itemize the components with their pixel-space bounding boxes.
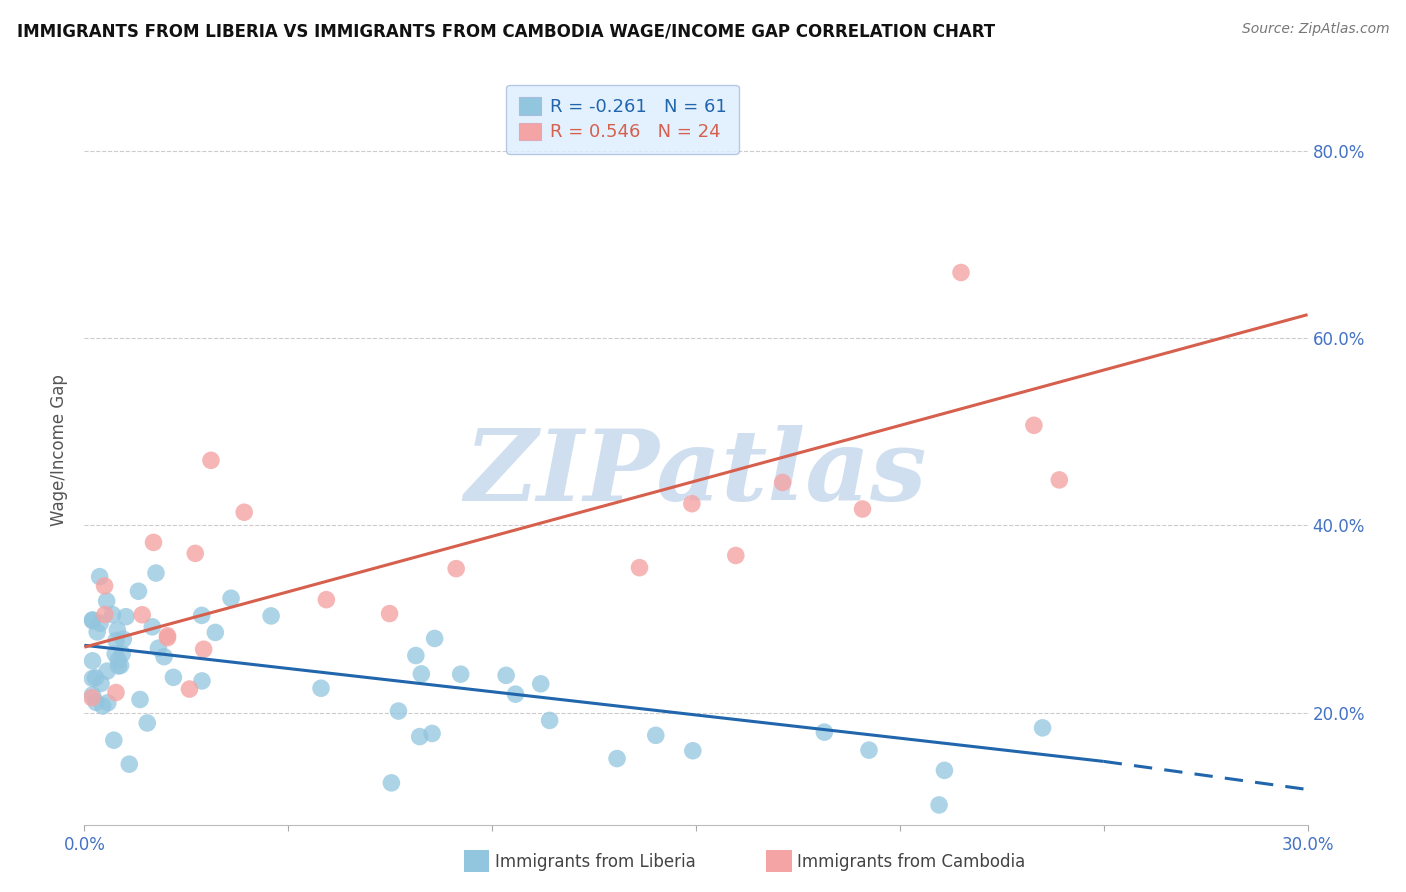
Point [162,670,184,684]
Point [142,535,165,549]
Point [450,667,472,681]
Point [190,608,212,623]
Point [89,616,111,631]
Point [82,672,104,686]
Point [90,676,112,690]
Point [420,726,443,740]
Point [105,633,128,648]
Text: Immigrants from Liberia: Immigrants from Liberia [495,853,696,871]
Point [1032,721,1054,735]
Point [606,751,628,765]
Point [115,609,138,624]
Point [101,607,124,622]
Point [107,659,129,673]
Point [112,632,135,647]
Point [628,560,651,574]
Point [1022,418,1045,433]
Point [93,579,115,593]
Point [772,475,794,490]
Point [858,743,880,757]
Point [934,764,956,778]
Point [107,653,129,667]
Point [495,668,517,682]
Point [111,647,134,661]
Point [179,682,201,697]
Point [84,671,107,685]
Point [505,687,527,701]
Point [104,685,127,699]
Point [105,623,128,637]
Point [136,716,159,731]
Text: ZIPatlas: ZIPatlas [465,425,927,521]
Point [84,695,107,709]
Point [96,664,118,678]
Text: Source: ZipAtlas.com: Source: ZipAtlas.com [1241,22,1389,37]
Point [408,730,430,744]
Point [94,607,117,622]
Point [191,673,214,688]
Point [260,608,283,623]
Point [89,569,111,583]
Point [91,698,114,713]
Point [96,594,118,608]
Text: Immigrants from Cambodia: Immigrants from Cambodia [797,853,1025,871]
Point [950,265,973,279]
Point [200,453,222,467]
Y-axis label: Wage/Income Gap: Wage/Income Gap [51,375,69,526]
Point [309,681,332,696]
Point [538,714,561,728]
Point [110,658,132,673]
Point [1047,473,1070,487]
Point [851,502,873,516]
Point [380,776,402,790]
Point [148,641,170,656]
Point [681,497,703,511]
Legend: R = -0.261   N = 61, R = 0.546   N = 24: R = -0.261 N = 61, R = 0.546 N = 24 [506,85,740,154]
Point [156,629,179,643]
Point [184,546,207,560]
Point [118,757,141,772]
Text: IMMIGRANTS FROM LIBERIA VS IMMIGRANTS FROM CAMBODIA WAGE/INCOME GAP CORRELATION : IMMIGRANTS FROM LIBERIA VS IMMIGRANTS FR… [17,22,995,40]
Point [387,704,409,718]
Point [423,632,446,646]
Point [411,667,433,681]
Point [86,624,108,639]
Point [97,696,120,710]
Point [82,614,104,628]
Point [405,648,427,663]
Point [378,607,401,621]
Point [233,505,256,519]
Point [444,561,467,575]
Point [724,549,747,563]
Point [129,692,152,706]
Point [127,584,149,599]
Point [644,728,666,742]
Point [219,591,242,606]
Point [145,566,167,580]
Point [153,649,176,664]
Point [80,690,103,705]
Point [82,654,104,668]
Point [131,607,153,622]
Point [682,744,704,758]
Point [530,677,553,691]
Point [82,688,104,702]
Point [104,647,127,661]
Point [103,733,125,747]
Point [204,625,226,640]
Point [813,725,835,739]
Point [928,797,950,812]
Point [315,592,337,607]
Point [141,620,163,634]
Point [156,631,179,645]
Point [82,613,104,627]
Point [193,642,215,657]
